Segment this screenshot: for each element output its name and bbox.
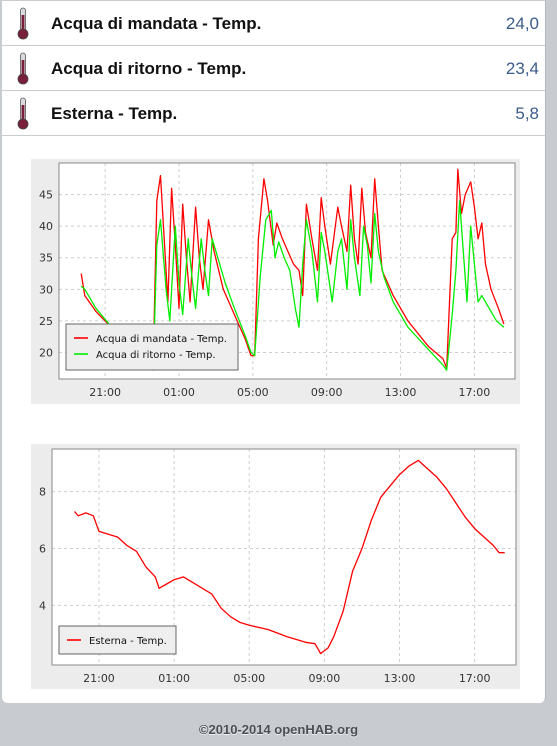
y-tick-label: 6 — [39, 542, 46, 555]
legend-label: Esterna - Temp. — [89, 636, 167, 647]
y-tick-label: 35 — [39, 252, 53, 265]
x-tick-label: 17:00 — [459, 672, 491, 685]
legend-label: Acqua di ritorno - Temp. — [96, 350, 216, 361]
x-tick-label: 09:00 — [311, 386, 343, 399]
x-tick-label: 05:00 — [237, 386, 269, 399]
thermometer-icon — [17, 97, 29, 130]
y-tick-label: 4 — [39, 599, 46, 612]
item-value: 24,0 — [505, 14, 539, 33]
chart-svg-water: 20 25 30 35 40 45 21:00 01:00 05:00 09:00 13:00 17:… — [39, 162, 516, 399]
thermometer-icon — [17, 7, 29, 40]
series-line-1 — [80, 200, 505, 371]
y-tick-label: 25 — [39, 315, 53, 328]
x-tick-label: 13:00 — [385, 386, 417, 399]
item-row-esterna[interactable]: Esterna - Temp. 5,8 — [2, 90, 545, 136]
thermometer-icon — [17, 52, 29, 85]
item-row-acqua-ritorno[interactable]: Acqua di ritorno - Temp. 23,4 — [2, 45, 545, 91]
series-line-0 — [80, 168, 505, 369]
y-tick-label: 8 — [39, 486, 46, 499]
item-row-acqua-mandata[interactable]: Acqua di mandata - Temp. 24,0 — [2, 0, 545, 46]
chart-svg-outdoor: 4 6 8 21:00 01:00 05:00 09:00 13:00 17:00 Esterna… — [39, 448, 517, 685]
y-tick-label: 40 — [39, 220, 53, 233]
item-value: 23,4 — [505, 59, 539, 78]
footer-copyright: ©2010-2014 openHAB.org — [198, 722, 359, 737]
x-tick-label: 21:00 — [89, 386, 121, 399]
sitemap-panel: Acqua di mandata - Temp. 24,0 Acqua di r… — [2, 0, 546, 703]
y-tick-label: 45 — [39, 189, 53, 202]
series-line-0 — [74, 459, 505, 655]
x-tick-label: 09:00 — [309, 672, 341, 685]
x-tick-label: 21:00 — [83, 672, 115, 685]
x-tick-label: 01:00 — [163, 386, 195, 399]
plot-border — [51, 448, 517, 666]
x-tick-label: 05:00 — [233, 672, 265, 685]
x-tick-label: 01:00 — [158, 672, 190, 685]
item-label: Acqua di ritorno - Temp. — [51, 59, 247, 78]
x-tick-label: 17:00 — [459, 386, 491, 399]
y-tick-label: 30 — [39, 283, 53, 296]
legend-label: Acqua di mandata - Temp. — [96, 334, 227, 345]
x-tick-label: 13:00 — [384, 672, 416, 685]
chart-outdoor-temperature: 4 6 8 21:00 01:00 05:00 09:00 13:00 17:00 Esterna… — [31, 444, 520, 689]
item-label: Esterna - Temp. — [51, 104, 178, 123]
item-label: Acqua di mandata - Temp. — [51, 14, 262, 33]
chart-water-temperature: 20 25 30 35 40 45 21:00 01:00 05:00 09:00 13:00 17:… — [31, 159, 520, 404]
legend-box — [65, 323, 239, 371]
item-value: 5,8 — [515, 104, 539, 123]
y-tick-label: 20 — [39, 346, 53, 359]
plot-border — [58, 162, 516, 380]
